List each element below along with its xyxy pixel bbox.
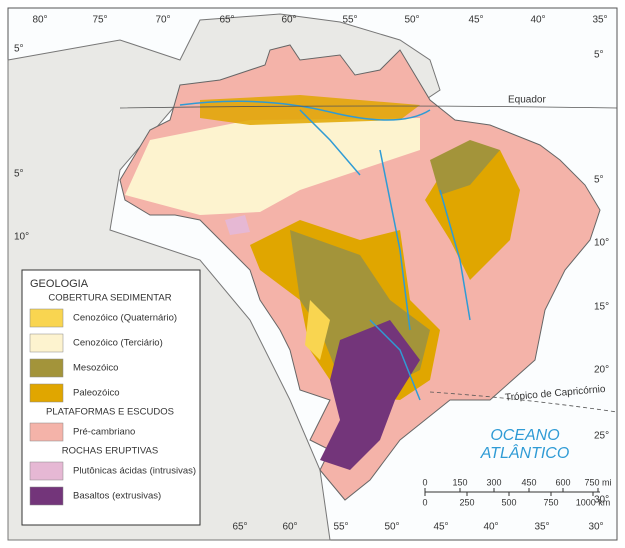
tertiary-area: [125, 118, 420, 215]
ocean-label: OCEANO: [490, 427, 559, 444]
legend-swatch: [29, 461, 64, 481]
legend-label: Cenozóico (Quaternário): [73, 313, 177, 324]
latitude-label: 10°: [594, 238, 609, 249]
equator-line: [119, 105, 618, 109]
scale-mi-label: 450: [521, 477, 536, 487]
latitude-label: 5°: [594, 175, 604, 186]
scale-km-label: 500: [501, 497, 516, 507]
longitude-label: 45°: [433, 522, 448, 533]
longitude-label: 75°: [92, 15, 107, 26]
pantanal-quaternary: [305, 300, 330, 360]
plutonic-area: [225, 215, 250, 235]
scale-km-label: 250: [459, 497, 474, 507]
legend-swatch: [29, 333, 64, 353]
longitude-label: 45°: [468, 15, 483, 26]
latitude-label: 5°: [14, 44, 24, 55]
longitude-label: 55°: [333, 522, 348, 533]
ocean-label: ATLÂNTICO: [480, 443, 570, 462]
longitude-label: 65°: [219, 15, 234, 26]
legend-label: Plutônicas ácidas (intrusivas): [73, 466, 196, 477]
longitude-label: 35°: [534, 522, 549, 533]
rivers: [179, 100, 471, 401]
tropic-line: [429, 391, 618, 413]
legend-label: Basaltos (extrusivas): [73, 491, 161, 502]
longitude-label: 50°: [384, 522, 399, 533]
latitude-label: 5°: [594, 50, 604, 61]
legend-heading: COBERTURA SEDIMENTAR: [48, 293, 171, 304]
legend-label: Mesozóico: [73, 363, 118, 374]
equator-label: Equador: [508, 95, 546, 106]
scale-km-label: 0: [422, 497, 427, 507]
scale-mi-label: 150: [452, 477, 467, 487]
legend-swatch: [29, 486, 64, 506]
latitude-label: 5°: [14, 169, 24, 180]
longitude-label: 40°: [483, 522, 498, 533]
longitude-label: 70°: [155, 15, 170, 26]
scale-mi-label: 750 mi: [584, 477, 611, 487]
longitude-label: 60°: [282, 522, 297, 533]
legend-label: Paleozóico: [73, 388, 119, 399]
legend-label: Cenozóico (Terciário): [73, 338, 163, 349]
legend-swatch: [29, 422, 64, 442]
amazon-paleozoic: [200, 95, 420, 125]
scale-mi-label: 600: [555, 477, 570, 487]
labels: 80° 75° 70° 65° 60° 55° 50° 45° 40° 35° 65° 60° 55° 5…: [14, 15, 612, 533]
longitude-label: 55°: [342, 15, 357, 26]
scale-km-label: 1000 km: [576, 497, 611, 507]
legend-heading: PLATAFORMAS E ESCUDOS: [46, 407, 174, 418]
longitude-label: 65°: [232, 522, 247, 533]
legend-swatch: [29, 383, 64, 403]
legend-heading: ROCHAS ERUPTIVAS: [62, 446, 158, 457]
scale-km-label: 750: [543, 497, 558, 507]
legend-title: GEOLOGIA: [30, 278, 89, 290]
latitude-label: 25°: [594, 431, 609, 442]
longitude-label: 60°: [281, 15, 296, 26]
longitude-label: 40°: [530, 15, 545, 26]
latitude-label: 15°: [594, 302, 609, 313]
parnaiba-mesozoic: [430, 140, 500, 195]
longitude-label: 30°: [588, 522, 603, 533]
scale-mi-label: 300: [486, 477, 501, 487]
longitude-label: 50°: [404, 15, 419, 26]
scale-mi-label: 0: [422, 477, 427, 487]
longitude-label: 35°: [592, 15, 607, 26]
legend-swatch: [29, 308, 64, 328]
legend-label: Pré-cambriano: [73, 427, 135, 438]
latitude-label: 30°: [594, 495, 609, 506]
latitude-label: 20°: [594, 365, 609, 376]
longitude-label: 80°: [32, 15, 47, 26]
basalt-area: [320, 320, 420, 470]
latitude-label: 10°: [14, 232, 29, 243]
legend-swatch: [29, 358, 64, 378]
